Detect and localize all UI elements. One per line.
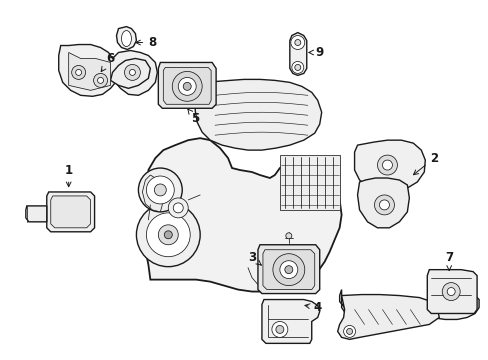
Polygon shape bbox=[279, 155, 339, 210]
Circle shape bbox=[290, 36, 304, 50]
Circle shape bbox=[343, 325, 355, 337]
Circle shape bbox=[154, 184, 166, 196]
Circle shape bbox=[377, 155, 397, 175]
Polygon shape bbox=[339, 289, 478, 319]
Polygon shape bbox=[195, 80, 321, 150]
Text: 3: 3 bbox=[247, 251, 261, 265]
Polygon shape bbox=[354, 140, 425, 192]
Circle shape bbox=[138, 168, 182, 212]
Circle shape bbox=[98, 77, 103, 84]
Polygon shape bbox=[116, 27, 136, 50]
Circle shape bbox=[76, 69, 81, 75]
Text: 5: 5 bbox=[187, 109, 199, 125]
Ellipse shape bbox=[121, 31, 131, 46]
Text: 6: 6 bbox=[101, 52, 114, 72]
Circle shape bbox=[271, 321, 287, 337]
Polygon shape bbox=[289, 32, 306, 75]
Text: 2: 2 bbox=[413, 152, 437, 175]
Circle shape bbox=[447, 288, 454, 296]
Circle shape bbox=[93, 73, 107, 87]
Circle shape bbox=[441, 283, 459, 301]
Circle shape bbox=[172, 71, 202, 101]
Text: 8: 8 bbox=[135, 36, 156, 49]
Circle shape bbox=[272, 254, 304, 285]
Polygon shape bbox=[51, 196, 90, 228]
Circle shape bbox=[346, 328, 352, 334]
Polygon shape bbox=[337, 294, 438, 339]
Polygon shape bbox=[262, 300, 319, 343]
Text: 9: 9 bbox=[308, 46, 323, 59]
Text: 4: 4 bbox=[305, 301, 321, 314]
Text: 1: 1 bbox=[64, 163, 73, 187]
Polygon shape bbox=[142, 175, 162, 212]
Circle shape bbox=[379, 200, 388, 210]
Circle shape bbox=[129, 69, 135, 75]
Circle shape bbox=[382, 160, 392, 170]
Circle shape bbox=[146, 213, 190, 257]
Circle shape bbox=[178, 77, 196, 95]
Circle shape bbox=[275, 325, 283, 333]
Polygon shape bbox=[47, 192, 94, 232]
Circle shape bbox=[72, 66, 85, 80]
Circle shape bbox=[374, 195, 394, 215]
Polygon shape bbox=[59, 45, 157, 96]
Polygon shape bbox=[110, 58, 150, 88]
Polygon shape bbox=[427, 270, 476, 314]
Circle shape bbox=[158, 225, 178, 245]
Polygon shape bbox=[68, 53, 110, 90]
Circle shape bbox=[136, 203, 200, 267]
Circle shape bbox=[279, 261, 297, 279]
Polygon shape bbox=[145, 138, 341, 292]
Circle shape bbox=[173, 203, 183, 213]
Polygon shape bbox=[258, 245, 319, 293]
Polygon shape bbox=[357, 178, 408, 228]
Text: 7: 7 bbox=[444, 251, 452, 270]
Polygon shape bbox=[158, 62, 216, 108]
Circle shape bbox=[285, 233, 291, 239]
Circle shape bbox=[294, 40, 300, 45]
Circle shape bbox=[124, 64, 140, 80]
Circle shape bbox=[285, 266, 292, 274]
Polygon shape bbox=[26, 206, 47, 222]
Circle shape bbox=[146, 176, 174, 204]
Circle shape bbox=[183, 82, 191, 90]
Circle shape bbox=[164, 231, 172, 239]
Polygon shape bbox=[163, 67, 211, 104]
Circle shape bbox=[291, 62, 303, 73]
Circle shape bbox=[294, 64, 300, 71]
Polygon shape bbox=[263, 250, 314, 289]
Circle shape bbox=[168, 198, 188, 218]
